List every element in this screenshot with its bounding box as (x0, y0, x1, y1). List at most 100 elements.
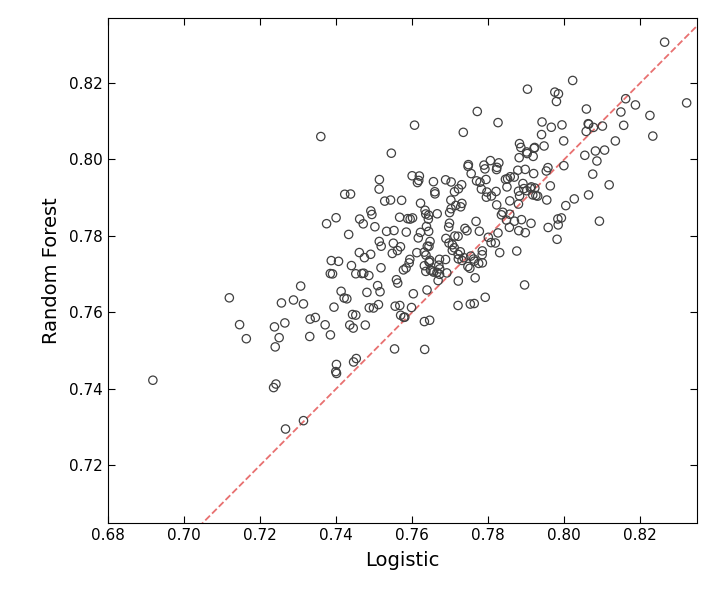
Point (429, 187, 441, 197)
Point (551, 235, 563, 244)
Point (394, 213, 406, 222)
Point (515, 143, 526, 152)
Point (512, 166, 523, 175)
Point (339, 293, 350, 303)
Point (372, 300, 384, 309)
Point (551, 97, 562, 106)
Point (339, 189, 350, 199)
Point (552, 220, 564, 230)
Point (520, 228, 531, 238)
Point (544, 181, 556, 191)
Point (647, 131, 659, 141)
Point (449, 231, 461, 241)
Point (493, 158, 505, 168)
Point (590, 146, 601, 156)
Point (241, 334, 252, 343)
Point (335, 286, 347, 296)
Point (390, 275, 402, 285)
Point (477, 246, 488, 255)
Point (396, 195, 408, 205)
Point (620, 94, 631, 103)
Point (418, 317, 430, 326)
Point (567, 75, 578, 85)
Point (441, 268, 452, 277)
Point (513, 153, 525, 162)
Point (310, 312, 321, 322)
Point (553, 89, 564, 99)
Point (454, 247, 466, 257)
Point (347, 323, 359, 333)
Point (404, 255, 416, 264)
Point (420, 251, 431, 260)
Point (348, 357, 360, 366)
Point (331, 369, 342, 378)
Point (389, 344, 400, 353)
Point (424, 236, 436, 246)
Point (491, 200, 503, 210)
Point (583, 190, 595, 200)
Point (558, 136, 569, 146)
Point (399, 312, 411, 322)
Point (381, 226, 393, 236)
Point (444, 208, 455, 217)
Point (513, 226, 525, 235)
Point (529, 143, 541, 152)
Point (465, 251, 477, 261)
Point (469, 299, 480, 308)
Point (423, 214, 434, 224)
Point (373, 184, 385, 194)
Point (423, 257, 435, 267)
Point (502, 174, 513, 184)
Point (357, 219, 369, 229)
Point (392, 246, 403, 255)
Point (456, 180, 467, 189)
Point (527, 190, 539, 200)
Point (579, 150, 590, 160)
Point (434, 255, 445, 264)
Point (409, 121, 421, 130)
Point (505, 172, 516, 182)
Point (324, 269, 336, 279)
Point (304, 314, 316, 324)
Point (462, 162, 474, 171)
Point (341, 294, 352, 304)
Point (486, 191, 498, 201)
Point (433, 261, 444, 270)
Point (390, 301, 401, 311)
Point (330, 213, 342, 223)
Point (514, 139, 526, 148)
Point (536, 130, 547, 140)
Point (350, 269, 362, 279)
Point (469, 257, 480, 266)
Point (388, 238, 399, 248)
Point (549, 87, 561, 97)
Point (415, 198, 426, 208)
Point (356, 268, 367, 278)
Point (423, 242, 435, 251)
Point (659, 37, 670, 47)
Point (234, 320, 245, 330)
Point (420, 209, 431, 219)
Point (504, 210, 516, 219)
Point (450, 201, 462, 210)
Point (431, 209, 443, 219)
Point (516, 215, 527, 225)
Point (346, 261, 357, 270)
Point (580, 127, 592, 136)
Point (452, 232, 464, 241)
Point (546, 122, 557, 132)
Point (388, 226, 400, 235)
Point (345, 189, 357, 199)
Point (500, 175, 511, 184)
Point (519, 280, 531, 290)
Point (344, 320, 355, 330)
Point (418, 261, 430, 270)
Point (408, 289, 419, 299)
Point (482, 233, 494, 242)
Point (532, 191, 544, 201)
Point (514, 191, 526, 201)
Point (273, 333, 285, 342)
Point (444, 219, 455, 228)
Point (452, 301, 464, 310)
Point (319, 320, 331, 330)
